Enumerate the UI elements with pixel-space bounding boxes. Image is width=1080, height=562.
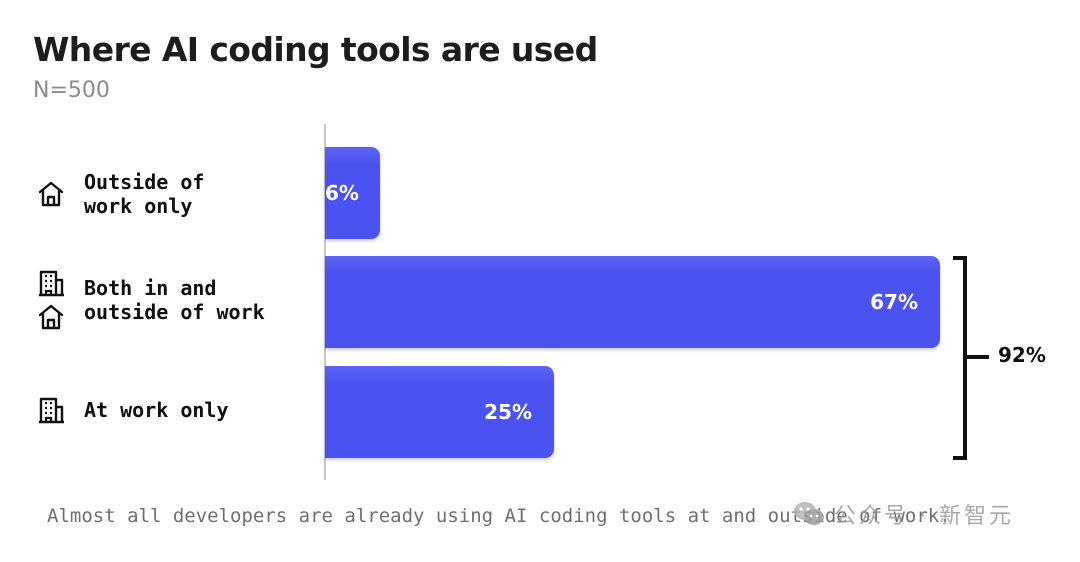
category-label-text: Both in and outside of work (84, 276, 265, 324)
category-label-text: At work only (84, 398, 229, 422)
bar-value-label: 67% (870, 290, 918, 314)
category-label-outside-work: Outside of work only (36, 170, 204, 218)
category-label-text: Outside of work only (84, 170, 205, 218)
bar-both (325, 256, 940, 348)
bracket-bottom (953, 456, 967, 460)
watermark: 公众号 · 新智元 (792, 498, 1014, 530)
bracket-tick (967, 355, 989, 359)
bracket-top (953, 256, 967, 260)
wechat-logo-icon (794, 502, 824, 525)
bracket-total-label: 92% (998, 343, 1046, 367)
bar-value-label: 25% (484, 400, 532, 424)
watermark-text: 公众号 · 新智元 (834, 504, 1014, 529)
chart-subtitle: N=500 (33, 78, 110, 103)
house-icon (38, 181, 64, 207)
chart-caption: Almost all developers are already using … (47, 505, 951, 527)
chart-title: Where AI coding tools are used (33, 30, 598, 69)
bar-value-label: 6% (325, 181, 359, 205)
office-building-icon (39, 270, 64, 297)
bracket-vertical (963, 256, 967, 460)
house-icon (38, 304, 64, 330)
office-building-icon (39, 397, 64, 424)
bar-outside-work (325, 147, 380, 239)
bar-at-work (325, 366, 554, 458)
category-label-both: Both in and outside of work (36, 268, 265, 332)
category-label-at-work: At work only (36, 395, 229, 425)
